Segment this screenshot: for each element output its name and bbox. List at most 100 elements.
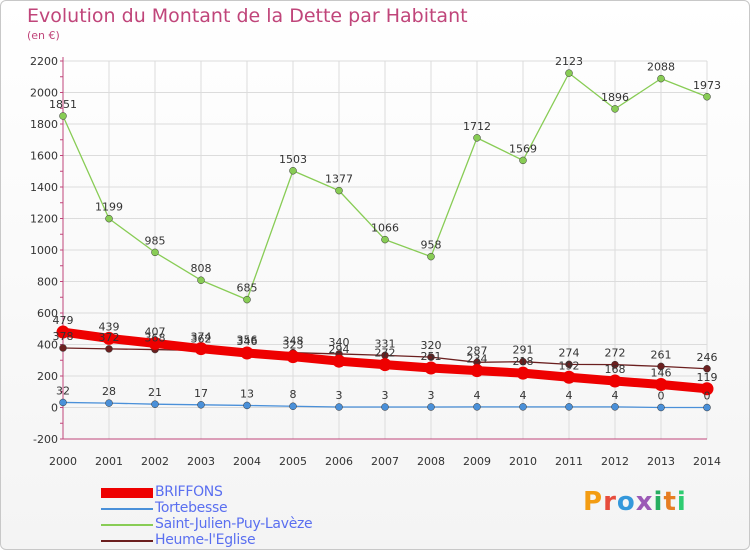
data-point [519, 156, 527, 165]
legend-label-saint-julien: Saint-Julien-Puy-Lavèze [155, 516, 313, 532]
data-point [611, 105, 619, 113]
data-label: 3 [428, 389, 435, 402]
data-point [102, 331, 116, 345]
data-point [240, 346, 254, 360]
data-label: 274 [559, 346, 580, 359]
x-tick-label: 2000 [49, 455, 77, 468]
data-label: 320 [421, 339, 442, 352]
x-tick-label: 2003 [187, 455, 215, 468]
data-label: 13 [240, 387, 254, 400]
data-point [56, 325, 70, 339]
data-label: 378 [53, 330, 74, 343]
data-point [473, 403, 481, 411]
data-point [194, 342, 208, 356]
y-tick-label: 200 [37, 370, 58, 383]
data-label: 8 [290, 388, 297, 401]
data-label: 32 [56, 384, 70, 397]
logo-letter: i [676, 487, 687, 517]
data-label: 985 [145, 234, 166, 247]
x-tick-label: 2007 [371, 455, 399, 468]
data-label: 1569 [509, 142, 537, 155]
logo-letter: x [635, 487, 654, 517]
data-label: 272 [375, 347, 396, 360]
logo-letter: P [583, 487, 604, 517]
data-label: 1066 [371, 222, 399, 235]
y-tick-label: 800 [37, 276, 58, 289]
data-label: 1851 [49, 98, 77, 111]
data-point [703, 93, 711, 101]
data-point [427, 252, 435, 261]
data-label: 348 [283, 335, 304, 348]
data-label: 362 [191, 332, 212, 345]
data-point [59, 344, 67, 352]
data-label: 146 [651, 367, 672, 380]
data-point [105, 345, 113, 353]
data-point [703, 403, 711, 412]
data-point [519, 403, 527, 411]
y-tick-label: 1000 [30, 244, 58, 257]
legend-swatch-saint-julien [101, 524, 153, 526]
data-point [562, 370, 576, 384]
y-tick-label: -200 [33, 433, 58, 446]
x-tick-label: 2009 [463, 455, 491, 468]
data-label: 287 [467, 344, 488, 357]
data-label: 2088 [647, 61, 675, 74]
y-tick-label: 600 [37, 307, 58, 320]
data-point [608, 374, 622, 388]
data-point [289, 402, 297, 410]
data-label: 218 [513, 355, 534, 368]
data-point [151, 400, 159, 408]
y-tick-label: 1400 [30, 181, 58, 194]
data-label: 4 [520, 389, 527, 402]
chart-unit: (en €) [27, 29, 60, 42]
data-point [657, 362, 665, 371]
data-point [611, 403, 619, 411]
data-point [657, 74, 665, 83]
data-label: 439 [99, 320, 120, 333]
data-label: 3 [382, 389, 389, 402]
data-point [197, 401, 205, 409]
data-point [148, 336, 162, 350]
data-label: 407 [145, 325, 166, 338]
x-tick-label: 2001 [95, 455, 123, 468]
data-point [243, 401, 251, 410]
data-label: 340 [329, 336, 350, 349]
chart-title: Evolution du Montant de la Dette par Hab… [27, 5, 468, 27]
data-label: 28 [102, 385, 116, 398]
data-point [197, 276, 205, 284]
data-label: 3 [336, 389, 343, 402]
x-tick-label: 2002 [141, 455, 169, 468]
y-tick-label: 1200 [30, 213, 58, 226]
logo-letter: i [653, 487, 664, 517]
logo-letter: r [603, 487, 617, 517]
legend-swatch-heume [101, 540, 153, 542]
data-point [565, 360, 573, 369]
proxiti-logo: Proxiti [583, 487, 687, 517]
data-label: 356 [237, 333, 258, 346]
data-point [59, 398, 67, 407]
data-label: 368 [145, 332, 166, 345]
data-point [105, 399, 113, 407]
data-label: 372 [99, 331, 120, 344]
data-label: 272 [605, 347, 626, 360]
legend-label-briffons: BRIFFONS [155, 484, 223, 500]
data-point [700, 382, 714, 396]
data-point [473, 134, 481, 142]
data-point [470, 364, 484, 378]
y-tick-label: 0 [51, 402, 58, 415]
x-tick-label: 2004 [233, 455, 261, 468]
data-point [657, 403, 665, 412]
data-label: 0 [704, 390, 711, 403]
data-label: 4 [612, 389, 619, 402]
data-point [335, 186, 343, 195]
x-tick-label: 2008 [417, 455, 445, 468]
legend-label-heume: Heume-l'Eglise [155, 532, 256, 548]
y-tick-label: 2200 [30, 55, 58, 68]
data-label: 119 [697, 371, 718, 384]
y-tick-label: 400 [37, 339, 58, 352]
data-point [335, 403, 343, 411]
data-label: 251 [421, 350, 442, 363]
data-label: 479 [53, 314, 74, 327]
x-tick-label: 2005 [279, 455, 307, 468]
data-label: 261 [651, 348, 672, 361]
